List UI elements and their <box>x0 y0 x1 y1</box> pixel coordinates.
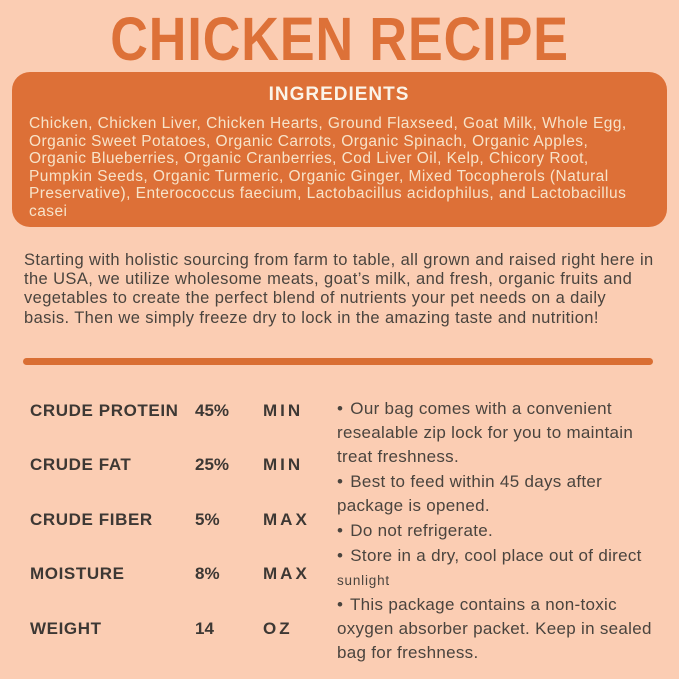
care-note-item: • Store in a dry, cool place out of dire… <box>337 544 667 593</box>
bullet-icon: • <box>337 545 344 565</box>
care-note-item: • Best to feed within 45 days after pack… <box>337 470 667 519</box>
analysis-qualifier: OZ <box>263 618 293 638</box>
description-text: Starting with holistic sourcing from far… <box>24 251 654 327</box>
care-note-item: • Do not refrigerate. <box>337 519 667 544</box>
analysis-label: MOISTURE <box>30 564 125 584</box>
care-note-item: • This package contains a non-toxic oxyg… <box>337 593 667 666</box>
care-note-text: Store in a dry, cool place out of direct <box>350 545 642 565</box>
analysis-qualifier: MIN <box>263 455 304 475</box>
analysis-label: CRUDE FAT <box>30 455 132 475</box>
bullet-icon: • <box>337 520 344 540</box>
analysis-label: CRUDE PROTEIN <box>30 400 179 420</box>
analysis-value: 14 <box>195 618 214 638</box>
care-note-small-text: sunlight <box>337 572 390 588</box>
care-note-text: Best to feed within 45 days after packag… <box>337 471 603 515</box>
analysis-value: 5% <box>195 509 220 529</box>
ingredients-list: Chicken, Chicken Liver, Chicken Hearts, … <box>29 115 627 220</box>
care-note-item: • Our bag comes with a convenient reseal… <box>337 397 667 470</box>
analysis-qualifier: MAX <box>263 564 310 584</box>
bullet-icon: • <box>337 398 344 418</box>
analysis-value: 45% <box>195 400 230 420</box>
analysis-row-protein: CRUDE PROTEIN 45% MIN <box>30 402 337 419</box>
analysis-qualifier: MIN <box>263 400 304 420</box>
bottom-section: CRUDE PROTEIN 45% MIN CRUDE FAT 25% MIN … <box>30 397 679 675</box>
section-divider <box>23 357 653 365</box>
analysis-value: 8% <box>195 564 220 584</box>
care-note-text: Our bag comes with a convenient resealab… <box>337 398 634 466</box>
analysis-label: CRUDE FIBER <box>30 509 153 529</box>
ingredients-panel: INGREDIENTS Chicken, Chicken Liver, Chic… <box>12 72 667 227</box>
bullet-icon: • <box>337 594 344 614</box>
analysis-row-fiber: CRUDE FIBER 5% MAX <box>30 511 337 528</box>
care-notes-list: • Our bag comes with a convenient reseal… <box>337 397 667 675</box>
care-note-text: This package contains a non-toxic oxygen… <box>337 594 652 662</box>
analysis-label: WEIGHT <box>30 618 102 638</box>
bullet-icon: • <box>337 471 344 491</box>
analysis-row-fat: CRUDE FAT 25% MIN <box>30 456 337 473</box>
guaranteed-analysis-table: CRUDE PROTEIN 45% MIN CRUDE FAT 25% MIN … <box>30 397 337 675</box>
analysis-row-moisture: MOISTURE 8% MAX <box>30 565 337 582</box>
ingredients-heading: INGREDIENTS <box>268 84 410 105</box>
analysis-row-weight: WEIGHT 14 OZ <box>30 620 337 637</box>
analysis-qualifier: MAX <box>263 509 310 529</box>
analysis-value: 25% <box>195 455 230 475</box>
product-title: CHICKEN RECIPE <box>110 3 569 74</box>
title-wrap: CHICKEN RECIPE <box>0 0 679 72</box>
care-note-text: Do not refrigerate. <box>350 520 494 540</box>
